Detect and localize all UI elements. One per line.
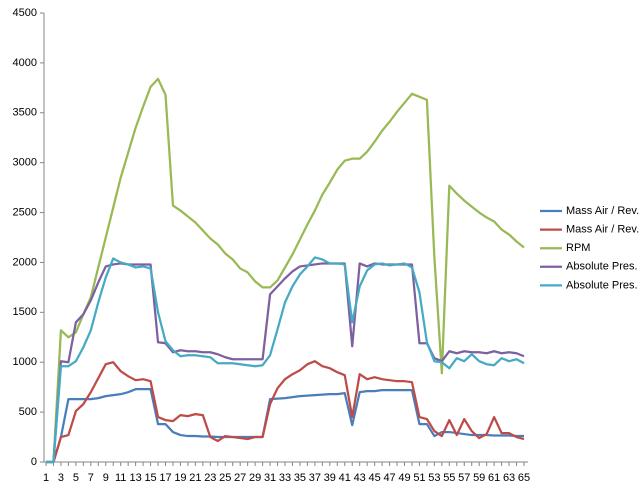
x-tick-label: 31 (264, 472, 276, 484)
x-tick-label: 41 (339, 472, 351, 484)
x-tick-label: 3 (58, 472, 64, 484)
y-tick-label: 0 (31, 456, 37, 468)
y-tick-label: 4000 (13, 57, 37, 69)
x-tick-label: 19 (174, 472, 186, 484)
x-tick-label: 39 (324, 472, 336, 484)
x-tick-label: 43 (354, 472, 366, 484)
x-tick-label: 27 (234, 472, 246, 484)
x-tick-label: 33 (279, 472, 291, 484)
x-tick-label: 59 (473, 472, 485, 484)
x-tick-label: 35 (294, 472, 306, 484)
x-tick-label: 11 (115, 472, 126, 484)
x-tick-label: 55 (443, 472, 455, 484)
legend-label: RPM (566, 242, 590, 254)
x-tick-label: 1 (43, 472, 49, 484)
y-tick-label: 2500 (13, 206, 37, 218)
x-tick-label: 25 (219, 472, 231, 484)
legend-label: Absolute Pres. (566, 261, 638, 273)
x-tick-label: 47 (383, 472, 395, 484)
x-tick-label: 21 (189, 472, 201, 484)
y-tick-label: 1000 (13, 356, 37, 368)
y-tick-label: 1500 (13, 306, 37, 318)
x-tick-label: 29 (249, 472, 261, 484)
series-line (46, 256, 525, 464)
x-tick-label: 37 (309, 472, 321, 484)
x-tick-label: 9 (103, 472, 109, 484)
x-tick-label: 13 (130, 472, 142, 484)
x-tick-label: 7 (88, 472, 94, 484)
x-tick-label: 57 (458, 472, 470, 484)
legend-label: Absolute Pres. (566, 279, 638, 291)
y-tick-label: 3000 (13, 157, 37, 169)
x-tick-label: 61 (488, 472, 500, 484)
x-tick-label: 15 (144, 472, 156, 484)
x-tick-label: 5 (73, 472, 79, 484)
legend-label: Mass Air / Rev. (566, 224, 639, 236)
x-tick-label: 51 (413, 472, 425, 484)
y-tick-label: 2000 (13, 256, 37, 268)
x-tick-label: 17 (159, 472, 171, 484)
legend-label: Mass Air / Rev. (566, 205, 639, 217)
series-line (46, 360, 525, 464)
y-tick-label: 3500 (13, 107, 37, 119)
x-tick-label: 49 (398, 472, 410, 484)
y-tick-label: 4500 (13, 7, 37, 19)
x-tick-label: 23 (204, 472, 216, 484)
x-tick-label: 45 (369, 472, 381, 484)
y-tick-label: 500 (19, 406, 37, 418)
x-tick-label: 63 (503, 472, 515, 484)
x-tick-label: 65 (518, 472, 530, 484)
series-line (46, 77, 525, 464)
x-tick-label: 53 (428, 472, 440, 484)
